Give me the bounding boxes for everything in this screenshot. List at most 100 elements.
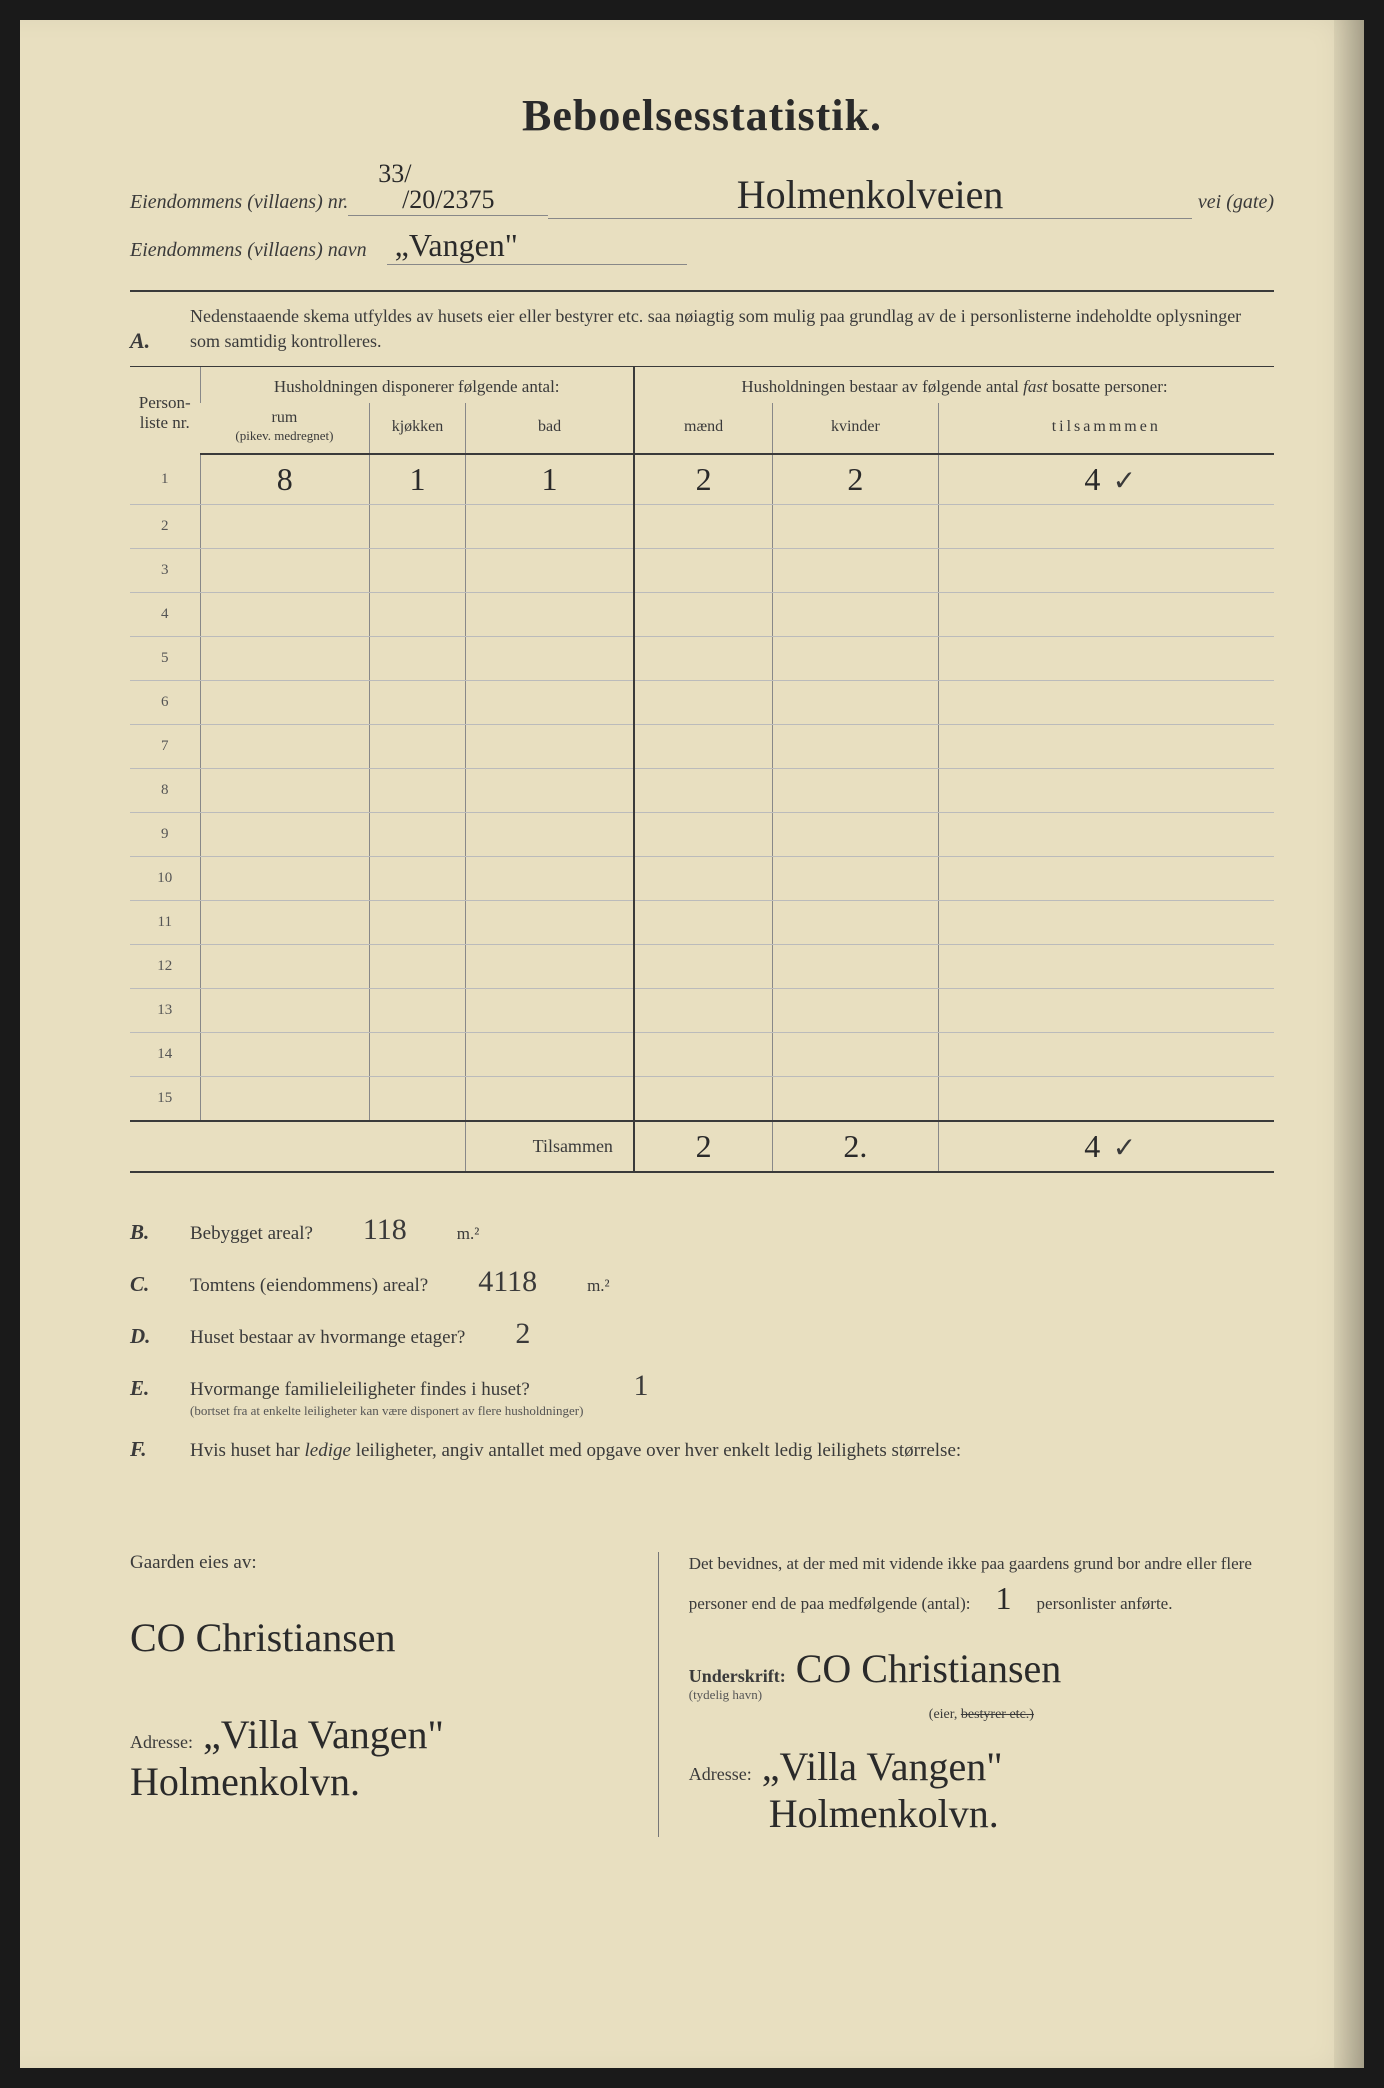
- cell-kjokken: [369, 945, 465, 989]
- totals-row: Tilsammen 2 2. 4 ✓: [130, 1121, 1274, 1172]
- cell-rum: 8: [200, 454, 369, 505]
- col-personliste-text: Person-liste nr.: [139, 393, 191, 432]
- instructions-text: Nedenstaaende skema utfyldes av husets e…: [190, 304, 1274, 354]
- q-b-text: Bebygget areal?: [190, 1223, 313, 1245]
- group2-text: Husholdningen bestaar av følgende antal …: [741, 377, 1167, 396]
- cell-kjokken: [369, 989, 465, 1033]
- row-num: 11: [130, 901, 200, 945]
- right-signature: CO Christiansen: [796, 1645, 1062, 1692]
- cell-rum: [200, 549, 369, 593]
- cell-maend: [634, 681, 773, 725]
- table-row: 14: [130, 1033, 1274, 1077]
- cell-tilsammen: [938, 505, 1274, 549]
- cell-kvinder: [773, 637, 938, 681]
- cell-rum: [200, 813, 369, 857]
- cell-kjokken: [369, 1077, 465, 1121]
- cell-tilsammen: [938, 813, 1274, 857]
- cell-kjokken: [369, 637, 465, 681]
- cell-kjokken: [369, 769, 465, 813]
- right-address2: Holmenkolvn.: [769, 1790, 1274, 1837]
- cell-maend: [634, 1033, 773, 1077]
- cell-maend: [634, 769, 773, 813]
- col-tilsammen: tilsammmen: [938, 403, 1274, 454]
- row-num: 15: [130, 1077, 200, 1121]
- q-c-value: 4118: [448, 1265, 567, 1299]
- cell-kjokken: [369, 549, 465, 593]
- cell-bad: [466, 813, 634, 857]
- row-num: 12: [130, 945, 200, 989]
- q-d-value: 2: [485, 1317, 560, 1351]
- cell-kjokken: [369, 813, 465, 857]
- cell-bad: [466, 593, 634, 637]
- table-row: 15: [130, 1077, 1274, 1121]
- q-e-text: Hvormange familieleiligheter findes i hu…: [190, 1379, 530, 1400]
- cell-bad: [466, 725, 634, 769]
- cell-tilsammen: [938, 593, 1274, 637]
- page-title: Beboelsesstatistik.: [130, 90, 1274, 141]
- cell-tilsammen: [938, 637, 1274, 681]
- questions-section: B. Bebygget areal? 118 m.² C. Tomtens (e…: [130, 1213, 1274, 1462]
- attest-antal: 1: [988, 1580, 1020, 1616]
- cell-bad: [466, 505, 634, 549]
- cell-maend: [634, 549, 773, 593]
- cell-bad: [466, 901, 634, 945]
- cell-bad: [466, 945, 634, 989]
- col-personliste: Person-liste nr.: [130, 367, 200, 454]
- table-row: 9: [130, 813, 1274, 857]
- cell-tilsammen: [938, 769, 1274, 813]
- cell-kvinder: [773, 1077, 938, 1121]
- right-address1: „Villa Vangen": [762, 1743, 1003, 1790]
- section-a: A. Nedenstaaende skema utfyldes av huset…: [130, 290, 1274, 1173]
- q-e-value: 1: [603, 1369, 678, 1403]
- cell-maend: [634, 505, 773, 549]
- property-name-line: Eiendommens (villaens) navn „Vangen": [130, 227, 1274, 265]
- instructions-row: A. Nedenstaaende skema utfyldes av huset…: [130, 290, 1274, 367]
- table-row: 4: [130, 593, 1274, 637]
- total-tilsammen: 4 ✓: [938, 1121, 1274, 1172]
- cell-bad: [466, 1033, 634, 1077]
- eier-note: (eier, bestyrer etc.): [689, 1707, 1274, 1723]
- underskrift-label: Underskrift:: [689, 1666, 786, 1687]
- cell-kvinder: [773, 901, 938, 945]
- cell-rum: [200, 1033, 369, 1077]
- cell-maend: 2: [634, 454, 773, 505]
- col-kvinder: kvinder: [773, 403, 938, 454]
- bottom-left: Gaarden eies av: CO Christiansen Adresse…: [130, 1552, 618, 1838]
- q-b-unit: m.²: [457, 1224, 480, 1244]
- tilsammen-label: Tilsammen: [466, 1121, 634, 1172]
- cell-tilsammen: [938, 989, 1274, 1033]
- col-tilsammen-text: tilsammmen: [1052, 418, 1161, 435]
- property-name-label: Eiendommens (villaens) navn: [130, 239, 367, 262]
- total-tilsammen-val: 4: [1076, 1128, 1108, 1164]
- col-rum: rum (pikev. medregnet): [200, 403, 369, 454]
- total-maend: 2: [634, 1121, 773, 1172]
- col-bad: bad: [466, 403, 634, 454]
- question-e: E. Hvormange familieleiligheter findes i…: [130, 1369, 1274, 1419]
- attest-suffix: personlister anførte.: [1037, 1594, 1173, 1613]
- row-num: 6: [130, 681, 200, 725]
- cell-tilsammen: [938, 945, 1274, 989]
- household-table: Person-liste nr. Husholdningen disponere…: [130, 367, 1274, 1173]
- cell-rum: [200, 857, 369, 901]
- cell-kvinder: [773, 769, 938, 813]
- cell-kvinder: 2: [773, 454, 938, 505]
- q-e-label: E.: [130, 1376, 170, 1401]
- cell-maend: [634, 857, 773, 901]
- table-body: 1 8 1 1 2 2 4 ✓ 2 3 4 5: [130, 454, 1274, 1121]
- row-num: 10: [130, 857, 200, 901]
- table-row: 13: [130, 989, 1274, 1033]
- property-name: „Vangen": [387, 227, 687, 265]
- cell-rum: [200, 505, 369, 549]
- table-row: 11: [130, 901, 1274, 945]
- left-adresse-label: Adresse:: [130, 1732, 193, 1753]
- cell-bad: [466, 857, 634, 901]
- bottom-right: Det bevidnes, at der med mit vidende ikk…: [658, 1552, 1274, 1838]
- cell-bad: [466, 989, 634, 1033]
- q-c-text: Tomtens (eiendommens) areal?: [190, 1275, 428, 1297]
- underskrift-sub: (tydelig havn): [689, 1687, 786, 1703]
- q-b-label: B.: [130, 1220, 170, 1245]
- cell-kvinder: [773, 857, 938, 901]
- cell-kvinder: [773, 725, 938, 769]
- table-row: 6: [130, 681, 1274, 725]
- street-name: Holmenkolveien: [548, 171, 1192, 219]
